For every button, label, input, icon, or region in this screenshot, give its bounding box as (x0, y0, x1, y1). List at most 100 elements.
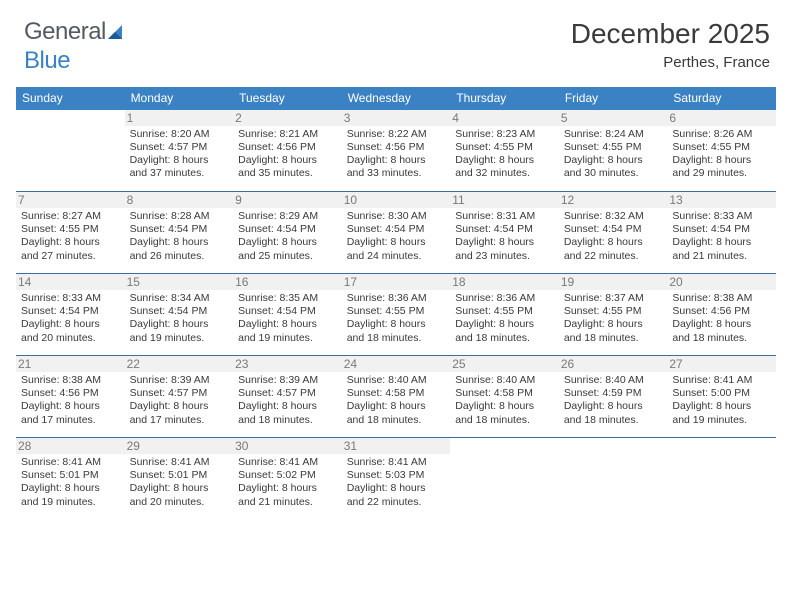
day-number: 3 (342, 110, 451, 126)
day-details: Sunrise: 8:30 AMSunset: 4:54 PMDaylight:… (347, 210, 446, 263)
sunset-text: Sunset: 4:56 PM (347, 141, 446, 154)
day-number: 29 (125, 438, 234, 454)
daylight-text: Daylight: 8 hours and 18 minutes. (455, 400, 554, 426)
sunset-text: Sunset: 4:57 PM (130, 141, 229, 154)
sunrise-text: Sunrise: 8:41 AM (238, 456, 337, 469)
calendar-table: Sunday Monday Tuesday Wednesday Thursday… (16, 87, 776, 520)
page-header: General Blue December 2025 Perthes, Fran… (16, 18, 776, 75)
daylight-text: Daylight: 8 hours and 20 minutes. (130, 482, 229, 508)
daylight-text: Daylight: 8 hours and 18 minutes. (238, 400, 337, 426)
daylight-text: Daylight: 8 hours and 25 minutes. (238, 236, 337, 262)
sunrise-text: Sunrise: 8:30 AM (347, 210, 446, 223)
calendar-cell: 10Sunrise: 8:30 AMSunset: 4:54 PMDayligh… (342, 192, 451, 274)
sunset-text: Sunset: 4:54 PM (564, 223, 663, 236)
day-number: 23 (233, 356, 342, 372)
day-details: Sunrise: 8:34 AMSunset: 4:54 PMDaylight:… (130, 292, 229, 345)
day-number: 11 (450, 192, 559, 208)
sunrise-text: Sunrise: 8:38 AM (21, 374, 120, 387)
sunset-text: Sunset: 4:55 PM (455, 141, 554, 154)
day-number: 5 (559, 110, 668, 126)
daylight-text: Daylight: 8 hours and 18 minutes. (455, 318, 554, 344)
weekday-header: Wednesday (342, 87, 451, 110)
daylight-text: Daylight: 8 hours and 37 minutes. (130, 154, 229, 180)
day-number: 7 (16, 192, 125, 208)
sunset-text: Sunset: 4:56 PM (672, 305, 771, 318)
daylight-text: Daylight: 8 hours and 18 minutes. (347, 400, 446, 426)
daylight-text: Daylight: 8 hours and 19 minutes. (238, 318, 337, 344)
calendar-cell: 27Sunrise: 8:41 AMSunset: 5:00 PMDayligh… (667, 356, 776, 438)
sunset-text: Sunset: 4:59 PM (564, 387, 663, 400)
calendar-cell: 11Sunrise: 8:31 AMSunset: 4:54 PMDayligh… (450, 192, 559, 274)
calendar-cell: 31Sunrise: 8:41 AMSunset: 5:03 PMDayligh… (342, 438, 451, 520)
day-details: Sunrise: 8:22 AMSunset: 4:56 PMDaylight:… (347, 128, 446, 181)
day-details: Sunrise: 8:24 AMSunset: 4:55 PMDaylight:… (564, 128, 663, 181)
day-details: Sunrise: 8:41 AMSunset: 5:01 PMDaylight:… (130, 456, 229, 509)
daylight-text: Daylight: 8 hours and 21 minutes. (238, 482, 337, 508)
day-details: Sunrise: 8:32 AMSunset: 4:54 PMDaylight:… (564, 210, 663, 263)
sunset-text: Sunset: 5:00 PM (672, 387, 771, 400)
calendar-cell: 22Sunrise: 8:39 AMSunset: 4:57 PMDayligh… (125, 356, 234, 438)
day-details: Sunrise: 8:35 AMSunset: 4:54 PMDaylight:… (238, 292, 337, 345)
day-details: Sunrise: 8:20 AMSunset: 4:57 PMDaylight:… (130, 128, 229, 181)
day-details: Sunrise: 8:37 AMSunset: 4:55 PMDaylight:… (564, 292, 663, 345)
location-label: Perthes, France (571, 54, 770, 71)
calendar-cell: 8Sunrise: 8:28 AMSunset: 4:54 PMDaylight… (125, 192, 234, 274)
logo-text-blue: Blue (24, 47, 70, 74)
day-number: 28 (16, 438, 125, 454)
logo-text-general: General (24, 18, 106, 45)
sunrise-text: Sunrise: 8:35 AM (238, 292, 337, 305)
calendar-cell: 29 Sunrise: 8:41 AMSunset: 5:01 PMDayligh… (125, 438, 234, 520)
calendar-cell: 24Sunrise: 8:40 AMSunset: 4:58 PMDayligh… (342, 356, 451, 438)
daylight-text: Daylight: 8 hours and 22 minutes. (347, 482, 446, 508)
sunrise-text: Sunrise: 8:29 AM (238, 210, 337, 223)
day-details: Sunrise: 8:38 AMSunset: 4:56 PMDaylight:… (21, 374, 120, 427)
daylight-text: Daylight: 8 hours and 19 minutes. (672, 400, 771, 426)
daylight-text: Daylight: 8 hours and 18 minutes. (347, 318, 446, 344)
daylight-text: Daylight: 8 hours and 20 minutes. (21, 318, 120, 344)
calendar-cell: 3 Sunrise: 8:22 AMSunset: 4:56 PMDaylight… (342, 110, 451, 192)
logo-text: General Blue (24, 18, 126, 75)
calendar-cell: 4Sunrise: 8:23 AMSunset: 4:55 PMDaylight… (450, 110, 559, 192)
sunset-text: Sunset: 4:58 PM (455, 387, 554, 400)
day-details: Sunrise: 8:36 AMSunset: 4:55 PMDaylight:… (347, 292, 446, 345)
weekday-header: Monday (125, 87, 234, 110)
calendar-cell: 0 (16, 110, 125, 192)
daylight-text: Daylight: 8 hours and 17 minutes. (130, 400, 229, 426)
day-number: 12 (559, 192, 668, 208)
day-number: 21 (16, 356, 125, 372)
day-details: Sunrise: 8:41 AMSunset: 5:03 PMDaylight:… (347, 456, 446, 509)
sunset-text: Sunset: 5:01 PM (21, 469, 120, 482)
day-details: Sunrise: 8:38 AMSunset: 4:56 PMDaylight:… (672, 292, 771, 345)
sunrise-text: Sunrise: 8:40 AM (347, 374, 446, 387)
day-details: Sunrise: 8:28 AMSunset: 4:54 PMDaylight:… (130, 210, 229, 263)
sunset-text: Sunset: 5:01 PM (130, 469, 229, 482)
brand-logo: General Blue (16, 18, 126, 75)
day-details: Sunrise: 8:41 AMSunset: 5:01 PMDaylight:… (21, 456, 120, 509)
daylight-text: Daylight: 8 hours and 18 minutes. (564, 400, 663, 426)
sunset-text: Sunset: 4:54 PM (238, 223, 337, 236)
weekday-header: Thursday (450, 87, 559, 110)
calendar-cell: 1Sunrise: 8:20 AMSunset: 4:57 PMDaylight… (125, 110, 234, 192)
calendar-header-row: Sunday Monday Tuesday Wednesday Thursday… (16, 87, 776, 110)
daylight-text: Daylight: 8 hours and 32 minutes. (455, 154, 554, 180)
sunset-text: Sunset: 4:54 PM (130, 305, 229, 318)
sunrise-text: Sunrise: 8:28 AM (130, 210, 229, 223)
daylight-text: Daylight: 8 hours and 29 minutes. (672, 154, 771, 180)
sunset-text: Sunset: 5:03 PM (347, 469, 446, 482)
day-number: 22 (125, 356, 234, 372)
daylight-text: Daylight: 8 hours and 24 minutes. (347, 236, 446, 262)
daylight-text: Daylight: 8 hours and 30 minutes. (564, 154, 663, 180)
calendar-cell: 12 Sunrise: 8:32 AMSunset: 4:54 PMDayligh… (559, 192, 668, 274)
sunset-text: Sunset: 4:54 PM (238, 305, 337, 318)
daylight-text: Daylight: 8 hours and 19 minutes. (21, 482, 120, 508)
sunset-text: Sunset: 4:57 PM (130, 387, 229, 400)
day-number: 13 (667, 192, 776, 208)
day-details: Sunrise: 8:29 AMSunset: 4:54 PMDaylight:… (238, 210, 337, 263)
sunset-text: Sunset: 4:58 PM (347, 387, 446, 400)
sunrise-text: Sunrise: 8:21 AM (238, 128, 337, 141)
calendar-cell: 30Sunrise: 8:41 AMSunset: 5:02 PMDayligh… (233, 438, 342, 520)
sunset-text: Sunset: 4:57 PM (238, 387, 337, 400)
day-details: Sunrise: 8:36 AMSunset: 4:55 PMDaylight:… (455, 292, 554, 345)
sunrise-text: Sunrise: 8:41 AM (130, 456, 229, 469)
sunset-text: Sunset: 4:55 PM (347, 305, 446, 318)
